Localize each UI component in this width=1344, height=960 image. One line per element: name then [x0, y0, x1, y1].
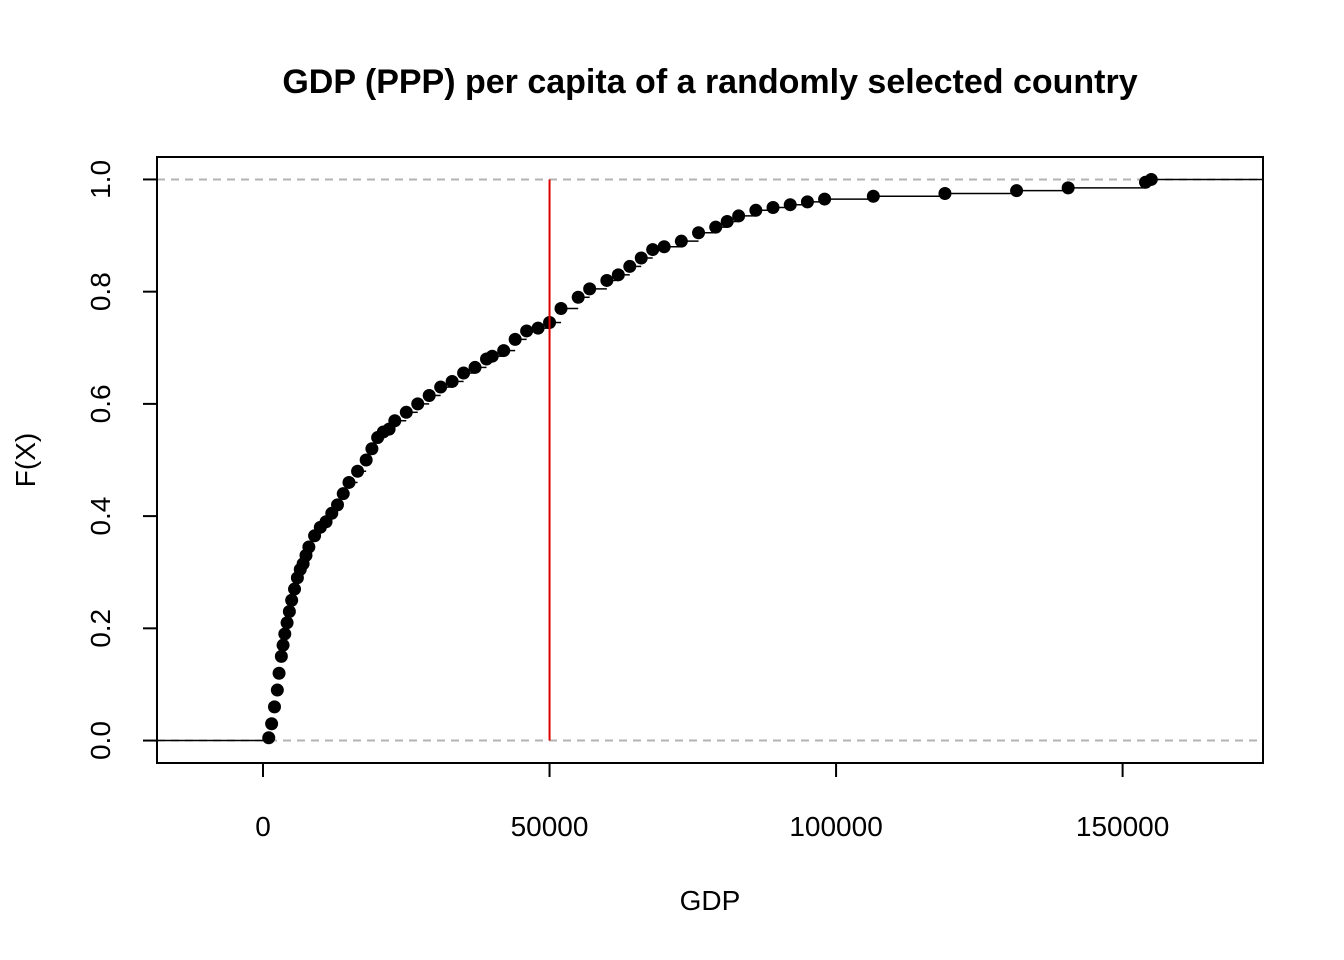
data-point — [583, 282, 597, 296]
data-point — [282, 605, 296, 618]
data-point — [674, 234, 688, 248]
y-tick-label: 0.0 — [85, 721, 116, 760]
x-axis-label: GDP — [680, 885, 741, 916]
data-point — [265, 717, 279, 731]
data-point — [359, 453, 373, 467]
data-point — [732, 209, 746, 223]
data-point — [445, 374, 459, 388]
data-point — [531, 321, 545, 335]
y-tick-label: 0.4 — [85, 497, 116, 536]
data-point — [692, 226, 706, 240]
data-point — [657, 240, 671, 254]
y-tick-label: 0.8 — [85, 272, 116, 311]
data-point — [272, 666, 286, 680]
data-point — [342, 475, 356, 489]
data-point — [468, 360, 482, 374]
data-point — [800, 195, 814, 209]
data-point — [720, 215, 734, 229]
data-point — [262, 731, 276, 745]
data-point — [278, 627, 292, 641]
chart-title: GDP (PPP) per capita of a randomly selec… — [282, 63, 1137, 101]
y-tick-label: 1.0 — [85, 160, 116, 199]
data-point — [600, 273, 614, 287]
data-point — [571, 290, 585, 304]
data-point — [520, 324, 534, 338]
axes: 0 50000 100000 150000 0.0 0.2 0.4 0.6 0.8 1.0 — [85, 160, 1169, 842]
y-tick-label: 0.2 — [85, 609, 116, 648]
plot-area — [157, 172, 1263, 745]
data-point — [280, 616, 294, 630]
data-point — [1061, 181, 1075, 195]
data-point — [866, 189, 880, 203]
data-point — [351, 464, 365, 478]
x-tick-label: 150000 — [1076, 811, 1169, 842]
data-point — [274, 649, 288, 663]
data-point — [554, 302, 568, 315]
data-point — [411, 397, 425, 411]
data-point — [276, 638, 290, 652]
data-point — [302, 540, 316, 554]
data-point — [388, 414, 402, 428]
data-point — [457, 366, 471, 380]
data-point — [634, 251, 648, 265]
data-point — [749, 203, 763, 217]
data-point — [938, 186, 952, 200]
data-point — [288, 582, 302, 596]
data-point — [709, 220, 723, 234]
data-point — [1010, 184, 1024, 198]
data-point — [485, 349, 499, 363]
data-point — [623, 259, 637, 273]
x-tick-label: 0 — [255, 811, 271, 842]
data-point — [611, 268, 625, 282]
data-point — [422, 388, 436, 402]
data-point — [1144, 172, 1158, 186]
data-point — [646, 243, 660, 257]
data-point — [267, 700, 281, 714]
x-tick-label: 50000 — [511, 811, 589, 842]
x-tick-label: 100000 — [789, 811, 882, 842]
data-point — [434, 380, 448, 394]
y-axis-label: F(X) — [10, 433, 41, 487]
data-point — [497, 344, 511, 358]
y-tick-label: 0.6 — [85, 384, 116, 423]
data-point — [331, 498, 345, 512]
data-point — [766, 201, 780, 214]
data-point — [508, 332, 522, 346]
data-point — [365, 442, 379, 456]
plot-frame — [156, 156, 1264, 764]
data-point — [336, 487, 350, 501]
data-point — [285, 593, 299, 607]
data-point — [399, 405, 413, 419]
data-point — [818, 192, 832, 206]
data-point — [270, 683, 284, 697]
data-point — [783, 198, 797, 212]
